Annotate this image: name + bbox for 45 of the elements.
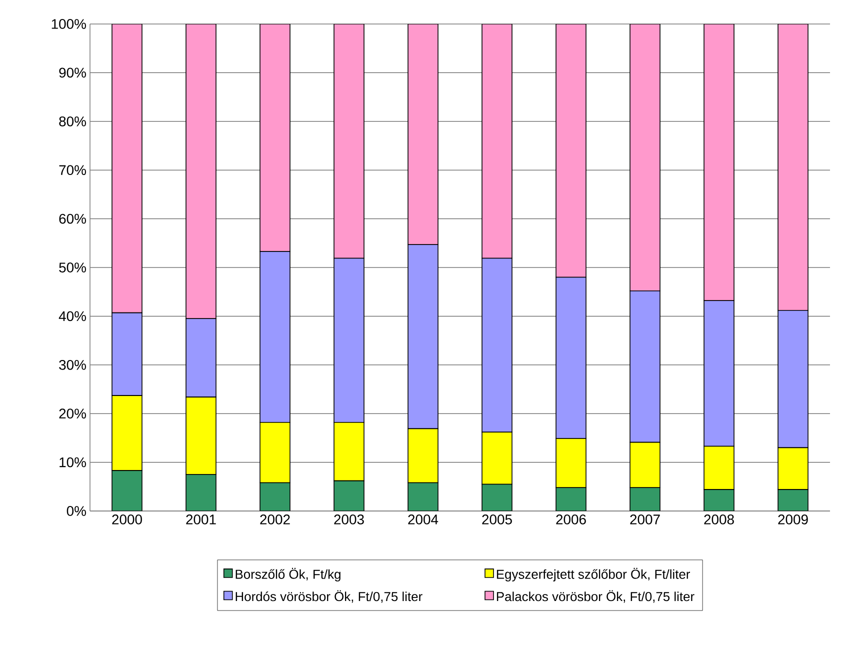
x-tick-label: 2003: [334, 514, 364, 524]
bar: [260, 482, 290, 511]
bar: [186, 474, 216, 511]
legend-label: Egyszerfejtett szőlőbor Ök, Ft/liter: [496, 568, 690, 582]
bar: [556, 487, 586, 511]
bar: [408, 482, 438, 511]
y-tick-label: 60%: [59, 214, 86, 224]
bar: [630, 24, 660, 292]
bar: [112, 470, 142, 511]
bar: [334, 24, 364, 259]
bar: [778, 489, 808, 511]
y-tick-label: 20%: [59, 408, 86, 419]
y-tick-label: 80%: [59, 116, 86, 126]
y-tick-label: 40%: [58, 311, 86, 322]
x-tick-label: 2002: [260, 514, 290, 524]
bar: [334, 480, 364, 511]
x-tick-label: 2009: [778, 514, 808, 524]
y-tick-label: 10%: [60, 457, 86, 468]
bar: [778, 24, 808, 311]
y-tick-label: 30%: [59, 360, 86, 370]
x-tick-label: 2001: [186, 514, 216, 524]
bar: [482, 484, 512, 511]
x-tick-label: 2004: [408, 514, 438, 524]
bar: [630, 487, 660, 511]
x-tick-label: 2005: [482, 514, 512, 524]
x-tick-label: 2008: [704, 514, 734, 524]
legend-label: Palackos vörösbor Ök, Ft/0,75 liter: [496, 590, 694, 603]
bar: [482, 24, 512, 259]
x-tick-label: 2000: [112, 514, 142, 524]
y-tick-label: 0%: [66, 506, 86, 516]
y-tick-label: 100%: [52, 19, 86, 29]
bar: [112, 24, 142, 314]
bar: [260, 24, 290, 252]
bar: [186, 24, 216, 320]
bar: [704, 24, 734, 302]
bar: [556, 24, 586, 278]
x-tick-label: 2006: [556, 514, 586, 524]
legend-label: Borszőlő Ök, Ft/kg: [236, 568, 340, 582]
y-tick-label: 50%: [59, 262, 86, 272]
legend-label: Hordós vörösbor Ök, Ft/0,75 liter: [236, 590, 422, 603]
y-tick-label: 70%: [59, 165, 86, 176]
bar: [704, 489, 734, 511]
x-tick-label: 2007: [630, 514, 660, 524]
y-tick-label: 90%: [59, 68, 86, 78]
bar: [408, 24, 438, 246]
